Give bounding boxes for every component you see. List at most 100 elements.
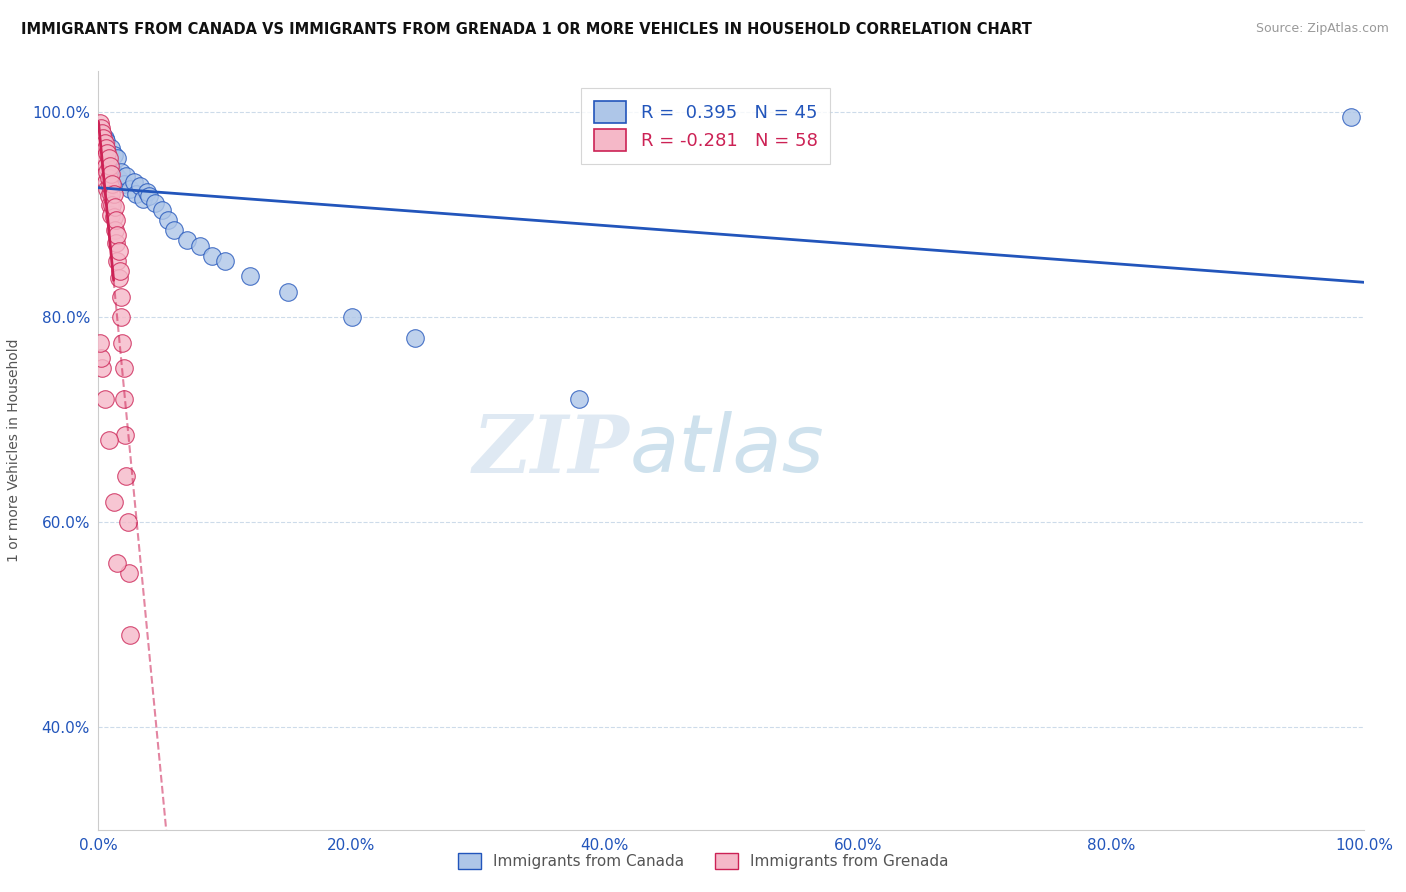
Point [89,131,111,145]
Point [93,167,117,181]
Point [188,238,211,252]
Point [120,182,141,196]
Point [91,141,114,155]
Point [103,210,125,224]
Point [96,165,118,179]
Point [97,189,120,203]
Point [104,223,127,237]
Point [105,169,128,183]
Point [90,351,112,366]
Point [110,165,132,179]
Point [145,195,166,210]
Point [93,146,115,161]
Y-axis label: 1 or more Vehicles in Household: 1 or more Vehicles in Household [7,339,21,562]
Text: atlas: atlas [630,411,825,490]
Point [100,208,122,222]
Point [94,152,117,166]
Point [101,177,124,191]
Point [103,494,125,508]
Point [107,152,129,166]
Point [105,213,128,227]
Point [96,182,118,196]
Point [101,165,124,179]
Point [93,141,115,155]
Point [122,175,145,189]
Point [135,186,157,200]
Point [91,361,114,376]
Point [138,189,160,203]
Point [568,392,591,407]
Point [112,177,135,191]
Point [107,228,129,243]
Point [112,392,135,407]
Point [96,154,118,169]
Point [114,428,136,442]
Point [97,146,120,161]
Point [107,244,129,258]
Point [94,134,117,148]
Point [129,179,152,194]
Point [120,628,141,642]
Point [93,152,117,166]
Point [115,469,138,483]
Point [97,434,120,448]
Point [163,223,186,237]
Point [97,152,120,166]
Point [89,335,111,350]
Point [91,138,114,153]
Point [104,167,127,181]
Point [176,234,198,248]
Point [214,254,236,268]
Legend: R =  0.395   N = 45, R = -0.281   N = 58: R = 0.395 N = 45, R = -0.281 N = 58 [581,88,831,163]
Point [404,331,426,345]
Point [107,172,129,186]
Point [90,131,112,145]
Point [90,138,112,153]
Point [90,152,112,166]
Point [94,159,117,173]
Point [100,167,122,181]
Point [201,249,224,263]
Point [100,161,122,176]
Point [110,310,132,325]
Point [93,148,117,162]
Point [93,136,117,150]
Point [98,179,121,194]
Text: IMMIGRANTS FROM CANADA VS IMMIGRANTS FROM GRENADA 1 OR MORE VEHICLES IN HOUSEHOL: IMMIGRANTS FROM CANADA VS IMMIGRANTS FRO… [21,22,1032,37]
Point [118,566,141,581]
Point [91,134,114,148]
Point [107,271,129,285]
Point [94,175,117,189]
Point [103,187,125,202]
Point [93,392,117,407]
Point [150,202,173,217]
Point [117,515,139,529]
Point [101,197,124,211]
Point [98,159,121,173]
Point [100,141,122,155]
Point [239,269,262,284]
Point [91,156,114,170]
Point [89,115,111,129]
Point [97,170,120,185]
Point [1340,111,1362,125]
Point [98,197,121,211]
Point [105,236,128,251]
Legend: Immigrants from Canada, Immigrants from Grenada: Immigrants from Canada, Immigrants from … [451,847,955,875]
Point [94,141,117,155]
Point [89,126,111,140]
Point [100,187,122,202]
Point [108,264,131,278]
Point [132,193,155,207]
Text: Source: ZipAtlas.com: Source: ZipAtlas.com [1256,22,1389,36]
Point [277,285,299,299]
Point [112,361,135,376]
Point [93,131,117,145]
Point [110,290,132,304]
Point [104,200,127,214]
Point [93,146,115,161]
Point [111,335,134,350]
Point [90,120,112,135]
Point [157,213,180,227]
Text: ZIP: ZIP [472,412,630,489]
